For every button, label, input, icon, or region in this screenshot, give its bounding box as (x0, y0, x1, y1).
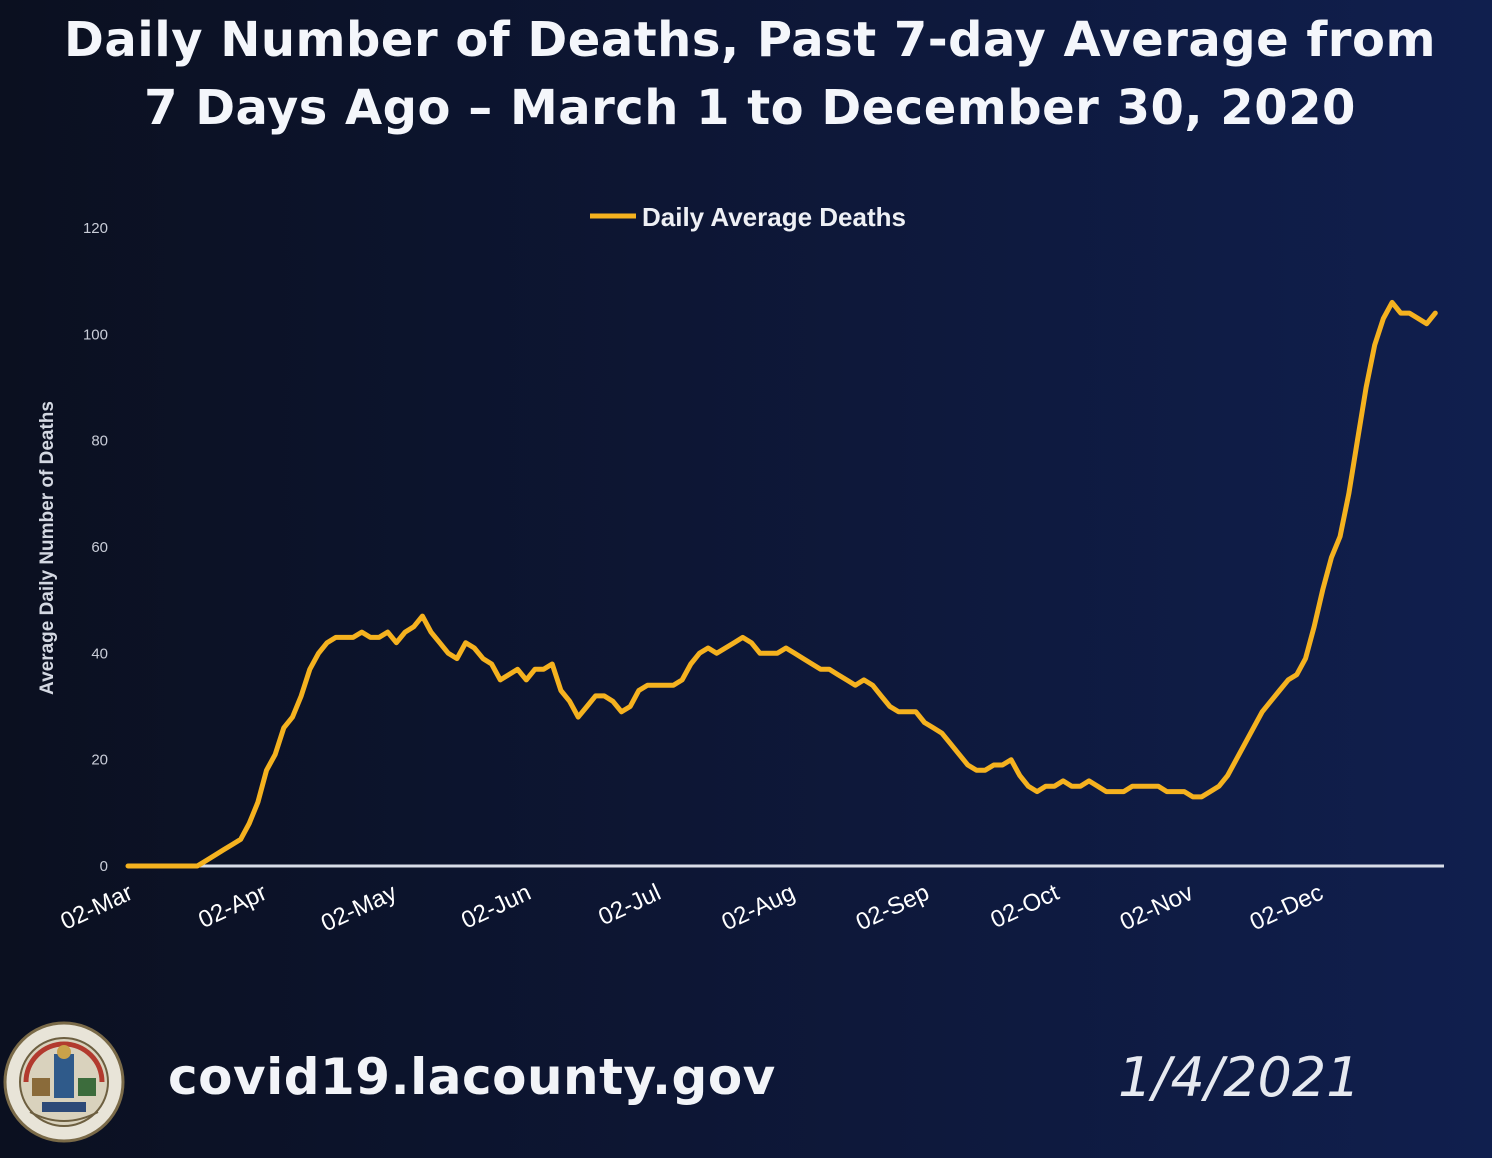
y-tick-label: 0 (100, 858, 108, 875)
x-tick-label: 02-Dec (1246, 879, 1328, 936)
y-tick-label: 40 (91, 645, 108, 662)
x-tick-label: 02-Aug (718, 879, 800, 936)
x-tick-label: 02-Jun (457, 879, 535, 934)
y-axis-label: Average Daily Number of Deaths (37, 401, 58, 695)
footer-date: 1/4/2021 (1118, 1046, 1361, 1109)
y-tick-label: 20 (91, 752, 108, 769)
x-tick-label: 02-Oct (987, 879, 1064, 934)
legend: Daily Average Deaths (590, 202, 906, 232)
x-tick-label: 02-Apr (194, 879, 271, 934)
x-tick-label: 02-Nov (1116, 879, 1198, 936)
chart-title: Daily Number of Deaths, Past 7-day Avera… (64, 12, 1436, 136)
x-tick-label: 02-May (317, 879, 401, 937)
y-tick-label: 80 (91, 433, 108, 450)
series-line-daily-average-deaths (125, 299, 1438, 869)
x-tick-label: 02-Jul (594, 879, 665, 931)
x-tick-label: 02-Sep (852, 879, 934, 936)
legend-label: Daily Average Deaths (642, 202, 906, 232)
line-chart: Average Daily Number of Deaths 0 20 40 60 80… (37, 202, 1444, 937)
x-tick-label: 02-Mar (57, 879, 137, 936)
y-tick-label: 60 (91, 539, 108, 556)
y-tick-label: 100 (83, 326, 108, 343)
la-county-seal-icon (3, 1021, 125, 1143)
y-tick-label: 120 (83, 220, 108, 237)
footer-url: covid19.lacounty.gov (168, 1048, 776, 1106)
